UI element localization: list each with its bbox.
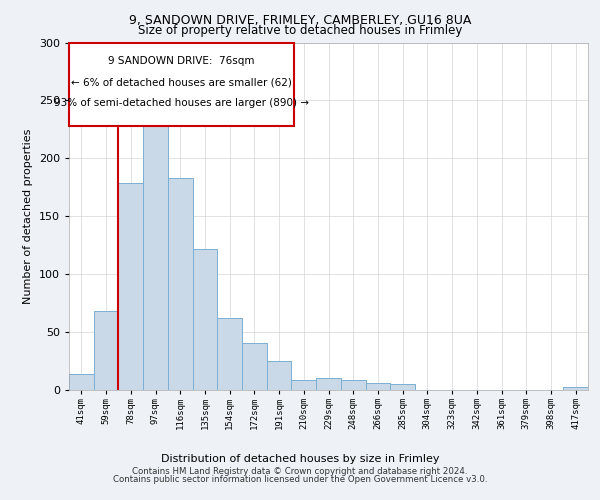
FancyBboxPatch shape bbox=[70, 42, 294, 126]
Bar bbox=[390, 384, 415, 390]
Bar bbox=[69, 374, 94, 390]
Bar bbox=[365, 383, 390, 390]
Bar bbox=[563, 386, 588, 390]
Text: Size of property relative to detached houses in Frimley: Size of property relative to detached ho… bbox=[138, 24, 462, 37]
Bar bbox=[193, 248, 217, 390]
Bar bbox=[217, 318, 242, 390]
Bar bbox=[168, 178, 193, 390]
Bar bbox=[316, 378, 341, 390]
Bar bbox=[292, 380, 316, 390]
Bar bbox=[341, 380, 365, 390]
Text: ← 6% of detached houses are smaller (62): ← 6% of detached houses are smaller (62) bbox=[71, 78, 292, 88]
Y-axis label: Number of detached properties: Number of detached properties bbox=[23, 128, 33, 304]
Text: Contains public sector information licensed under the Open Government Licence v3: Contains public sector information licen… bbox=[113, 475, 487, 484]
Bar bbox=[267, 361, 292, 390]
Bar bbox=[143, 105, 168, 390]
Text: 9 SANDOWN DRIVE:  76sqm: 9 SANDOWN DRIVE: 76sqm bbox=[109, 56, 255, 66]
Text: 9, SANDOWN DRIVE, FRIMLEY, CAMBERLEY, GU16 8UA: 9, SANDOWN DRIVE, FRIMLEY, CAMBERLEY, GU… bbox=[129, 14, 471, 27]
Bar bbox=[118, 182, 143, 390]
Bar bbox=[94, 311, 118, 390]
Text: 93% of semi-detached houses are larger (890) →: 93% of semi-detached houses are larger (… bbox=[54, 98, 309, 108]
Text: Contains HM Land Registry data © Crown copyright and database right 2024.: Contains HM Land Registry data © Crown c… bbox=[132, 467, 468, 476]
Text: Distribution of detached houses by size in Frimley: Distribution of detached houses by size … bbox=[161, 454, 439, 464]
Bar bbox=[242, 342, 267, 390]
